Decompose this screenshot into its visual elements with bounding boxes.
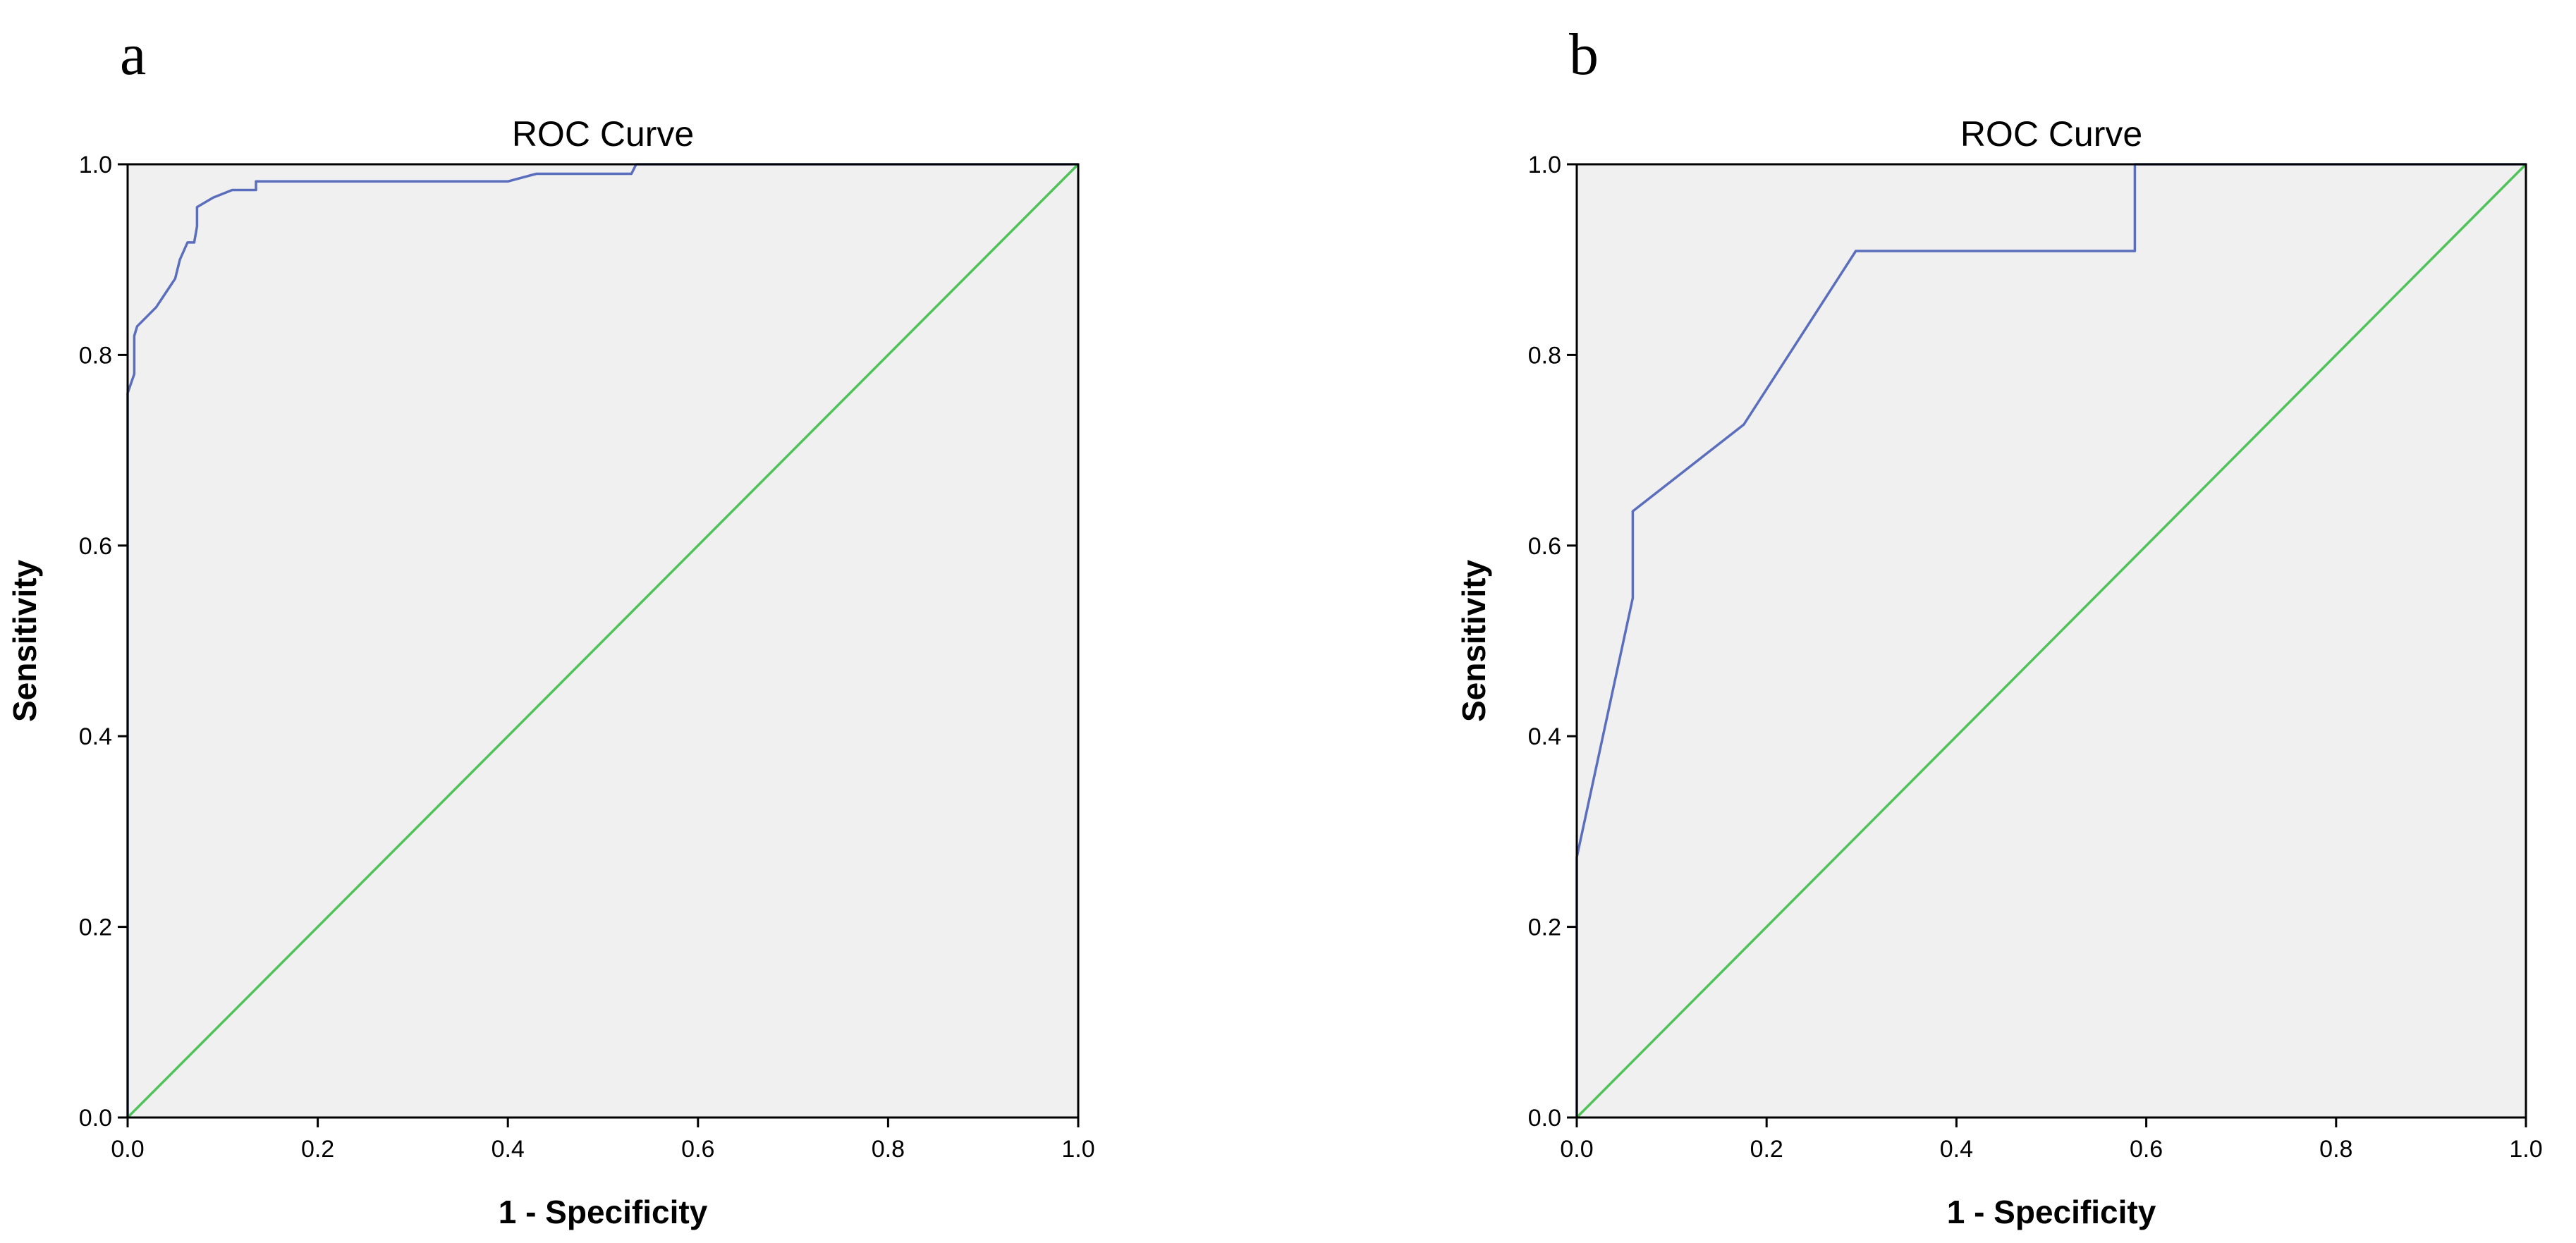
y-tick-label: 0.8 — [1528, 342, 1561, 369]
roc-curve-line — [1575, 163, 2526, 1118]
x-tick-label: 0.8 — [872, 1136, 905, 1163]
x-tick-label: 1.0 — [2509, 1136, 2542, 1163]
y-axis-label: Sensitivity — [1455, 560, 1492, 723]
y-tick-label: 0.8 — [79, 342, 112, 369]
y-tick-label: 0.0 — [79, 1105, 112, 1132]
roc-chart-b: b ROC Curve 0.0 0.2 0.4 0.6 0.8 1.0 0.0 0.2 0.4 0.6… — [1455, 22, 2543, 1230]
roc-curve-line — [126, 163, 1078, 1118]
x-tick-label: 0.4 — [492, 1136, 525, 1163]
panel-label-b: b — [1569, 22, 1599, 87]
y-tick-label: 0.4 — [79, 723, 112, 750]
plot-frame — [126, 163, 1080, 1119]
plot-frame — [1575, 163, 2527, 1119]
chart-title: ROC Curve — [1960, 114, 2142, 154]
roc-chart-a: a ROC Curve 0.0 0.2 0.4 0.6 0.8 1.0 0.0 0.2 0.4 0.6… — [6, 22, 1095, 1230]
x-tick-label: 0.6 — [2130, 1136, 2163, 1163]
x-tick-label: 0.0 — [1560, 1136, 1593, 1163]
y-tick-label: 0.0 — [1528, 1105, 1561, 1132]
reference-line — [1575, 163, 2527, 1119]
x-tick-label: 0.8 — [2319, 1136, 2352, 1163]
chart-title: ROC Curve — [512, 114, 694, 154]
x-tick-label: 0.2 — [301, 1136, 334, 1163]
y-axis-label: Sensitivity — [6, 560, 43, 723]
y-tick-label: 0.6 — [79, 533, 112, 560]
x-tick-label: 0.2 — [1750, 1136, 1783, 1163]
y-tick-label: 1.0 — [79, 152, 112, 178]
x-tick-label: 1.0 — [1061, 1136, 1094, 1163]
x-axis-label: 1 - Specificity — [1947, 1194, 2156, 1230]
reference-line — [126, 163, 1080, 1119]
y-tick-label: 0.6 — [1528, 533, 1561, 560]
y-tick-label: 0.2 — [1528, 914, 1561, 941]
x-tick-label: 0.6 — [681, 1136, 714, 1163]
x-tick-label: 0.0 — [111, 1136, 144, 1163]
y-tick-label: 0.4 — [1528, 723, 1561, 750]
y-tick-label: 0.2 — [79, 914, 112, 941]
x-axis-label: 1 - Specificity — [499, 1194, 708, 1230]
y-tick-label: 1.0 — [1528, 152, 1561, 178]
x-tick-label: 0.4 — [1940, 1136, 1973, 1163]
panel-label-a: a — [120, 22, 146, 87]
